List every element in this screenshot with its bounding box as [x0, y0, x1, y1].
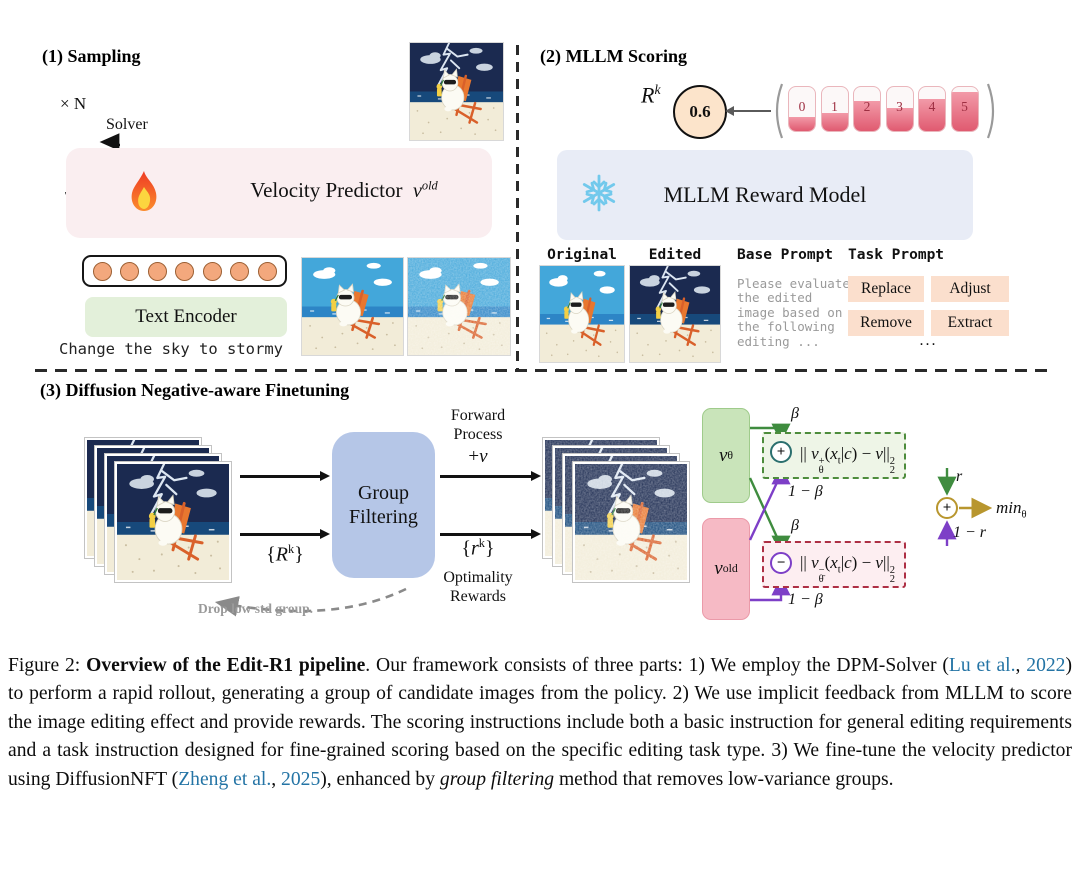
solver-label: Solver [106, 116, 148, 133]
token-embedding-bar [82, 255, 287, 287]
stacked-image [575, 464, 687, 580]
task-more-label: ... [919, 332, 938, 349]
beta-label-bottom: β [791, 517, 799, 534]
loss-combination-arrows [937, 468, 993, 546]
base-prompt-label: Base Prompt [737, 247, 834, 263]
figure-caption: Figure 2: Overview of the Edit-R1 pipeli… [8, 655, 1072, 790]
velocity-predictor-label: Velocity Predictor vold [250, 178, 438, 202]
plus-operator-circle: + [770, 441, 792, 463]
panel1-title: (1) Sampling [42, 46, 141, 66]
velocity-symbol: vold [412, 178, 438, 202]
score-box: 5 [950, 86, 979, 132]
beta-label-top: β [791, 405, 799, 422]
plus-v-label: +v [468, 446, 488, 467]
group-filtering-box: Group Filtering [332, 432, 435, 578]
token-circle [202, 261, 222, 281]
original-image [540, 266, 624, 362]
panel-divider-vertical [516, 45, 519, 370]
optimality-rewards-label: Optimality Rewards [443, 569, 513, 605]
edited-image [630, 266, 720, 362]
task-type-button: Adjust [931, 276, 1009, 302]
citation-link[interactable]: 2022 [1026, 655, 1066, 676]
negative-loss-formula: || v − θ̄ (xt|c) − v|| 2 2 [800, 553, 896, 585]
token-circle [230, 261, 249, 281]
minus-operator-circle: − [770, 552, 792, 574]
reward-value-circle: 0.6 [673, 85, 727, 139]
score-to-reward-arrow [725, 105, 771, 118]
drop-group-arrow [214, 587, 407, 617]
bracket-right [986, 83, 995, 139]
stack-to-filter-arrow-top [240, 471, 330, 481]
mllm-reward-model-label: MLLM Reward Model [663, 182, 867, 207]
score-box: 4 [918, 86, 946, 132]
source-image [302, 258, 403, 355]
citation-link[interactable]: Lu et al. [948, 655, 1016, 676]
positive-loss-formula: || v + θ (xt|c) − v|| 2 2 [800, 444, 896, 476]
sampled-stormy-image [410, 43, 503, 140]
citation-link[interactable]: 2025 [281, 768, 321, 790]
token-circle [257, 261, 277, 281]
mllm-reward-model-box [557, 150, 973, 240]
fire-icon [126, 170, 162, 214]
citation-link[interactable]: Zheng et al. [178, 768, 272, 790]
token-circle [175, 261, 194, 281]
filter-out-arrow-top [440, 471, 541, 481]
candidate-image-stack [87, 440, 229, 581]
stacked-image [117, 464, 229, 580]
reward-symbol: Rk [641, 82, 661, 108]
original-label: Original [547, 247, 617, 263]
task-type-button: Remove [848, 310, 924, 336]
task-prompt-label: Task Prompt [848, 247, 945, 263]
one-minus-beta-label-top: 1 − β [788, 483, 823, 500]
stack-to-filter-arrow-bottom [240, 529, 330, 539]
sum-operator-circle: + [936, 497, 958, 519]
task-prompt-grid: Replace Adjust Remove Extract [848, 276, 1009, 336]
r-weight-label: r [956, 468, 963, 485]
base-prompt-text: Please evaluate the edited image based o… [737, 276, 850, 349]
noised-image-stack [545, 440, 687, 581]
rewards-in-label: {Rk} [266, 542, 304, 566]
task-type-button: Replace [848, 276, 924, 302]
noised-source-image [408, 258, 510, 355]
score-box: 3 [885, 86, 914, 132]
one-minus-beta-label-bottom: 1 − β [788, 591, 823, 608]
edit-prompt-text: Change the sky to stormy [59, 340, 283, 358]
snowflake-icon [580, 174, 618, 212]
min-theta-label: minθ [996, 498, 1027, 521]
token-circle [147, 261, 167, 281]
panel2-title: (2) MLLM Scoring [540, 46, 687, 66]
panel3-title: (3) Diffusion Negative-aware Finetuning [40, 380, 350, 400]
edited-label: Edited [648, 247, 702, 263]
panel-divider-horizontal [35, 369, 1047, 372]
score-box: 1 [820, 86, 849, 132]
bracket-left [775, 83, 784, 139]
task-type-button: Extract [931, 310, 1009, 336]
score-box: 2 [853, 86, 881, 132]
token-circle [120, 261, 139, 281]
text-encoder-box: Text Encoder [85, 297, 287, 337]
filter-out-arrow-bottom [440, 529, 541, 539]
one-minus-r-label: 1 − r [953, 524, 987, 541]
token-circle [92, 261, 112, 281]
drop-group-label: Drop low std group. [198, 601, 314, 616]
rewards-out-label: {rk} [461, 536, 495, 560]
forward-process-label: Forward Process [450, 407, 506, 443]
loop-count-label: × N [60, 94, 87, 113]
score-box: 0 [788, 86, 816, 132]
vold-box: v old [702, 518, 750, 620]
